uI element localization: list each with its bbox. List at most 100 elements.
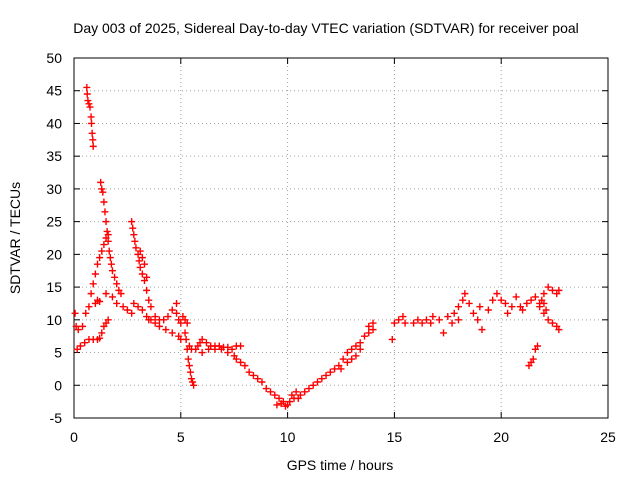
data-point <box>185 362 193 370</box>
data-point <box>100 241 108 249</box>
data-point <box>82 309 90 317</box>
data-point <box>305 385 313 393</box>
x-tick-label: 10 <box>280 429 296 445</box>
data-point <box>348 345 356 353</box>
data-point <box>129 224 137 232</box>
data-point <box>356 339 364 347</box>
data-point <box>93 260 101 268</box>
data-point <box>277 400 285 408</box>
data-point <box>245 368 253 376</box>
data-point <box>314 378 322 386</box>
y-tick-label: 50 <box>46 50 62 66</box>
data-point <box>271 391 279 399</box>
data-point <box>365 322 373 330</box>
y-tick-label: 0 <box>54 377 62 393</box>
data-point <box>369 319 377 327</box>
data-point <box>435 316 443 324</box>
data-point <box>79 322 87 330</box>
data-point <box>89 136 97 144</box>
x-tick-label: 20 <box>493 429 509 445</box>
data-point <box>130 231 138 239</box>
data-point <box>155 322 163 330</box>
data-point <box>542 306 550 314</box>
data-point <box>548 286 556 294</box>
data-point <box>523 299 531 307</box>
x-tick-label: 0 <box>70 429 78 445</box>
data-point <box>262 385 270 393</box>
data-point <box>113 280 121 288</box>
data-point <box>136 247 144 255</box>
data-point <box>73 345 81 353</box>
data-points <box>71 83 563 410</box>
data-point <box>147 303 155 311</box>
data-point <box>461 290 469 298</box>
x-tick-label: 25 <box>600 429 616 445</box>
data-point <box>130 299 138 307</box>
y-tick-label: 5 <box>54 345 62 361</box>
data-point <box>99 188 107 196</box>
data-point <box>168 306 176 314</box>
data-point <box>117 290 125 298</box>
data-point <box>444 313 452 321</box>
y-tick-label: 40 <box>46 115 62 131</box>
data-point <box>519 306 527 314</box>
data-point <box>531 293 539 301</box>
data-point <box>399 313 407 321</box>
data-point <box>128 218 136 226</box>
data-point <box>83 83 91 91</box>
data-point <box>318 375 326 383</box>
data-point <box>138 306 146 314</box>
data-point <box>414 316 422 324</box>
y-tick-label: 35 <box>46 148 62 164</box>
data-point <box>83 90 91 98</box>
data-point <box>352 342 360 350</box>
y-tick-label: 25 <box>46 214 62 230</box>
data-point <box>410 319 418 327</box>
data-point <box>81 339 89 347</box>
data-point <box>548 319 556 327</box>
data-point <box>296 391 304 399</box>
data-point <box>96 297 104 305</box>
data-point <box>501 299 509 307</box>
data-point <box>74 326 82 334</box>
y-tick-label: 20 <box>46 246 62 262</box>
chart-title: Day 003 of 2025, Sidereal Day-to-day VTE… <box>73 20 579 36</box>
data-point <box>337 365 345 373</box>
data-point <box>369 326 377 334</box>
data-point <box>102 290 110 298</box>
data-point <box>198 349 206 357</box>
data-point <box>123 306 131 314</box>
data-point <box>309 381 317 389</box>
data-point <box>476 303 484 311</box>
data-point <box>111 273 119 281</box>
data-point <box>343 358 351 366</box>
data-point <box>352 352 360 360</box>
data-point <box>448 319 456 327</box>
data-point <box>202 339 210 347</box>
data-point <box>484 306 492 314</box>
data-point <box>288 391 296 399</box>
data-point <box>88 119 96 127</box>
data-point <box>136 263 144 271</box>
data-point <box>177 319 185 327</box>
data-point <box>418 319 426 327</box>
data-point <box>237 342 245 350</box>
y-axis-label: SDTVAR / TECUs <box>7 182 23 294</box>
data-point <box>119 303 127 311</box>
data-point <box>164 313 172 321</box>
data-point <box>134 303 142 311</box>
data-point <box>91 270 99 278</box>
data-point <box>168 329 176 337</box>
data-point <box>76 342 84 350</box>
data-point <box>143 286 151 294</box>
data-point <box>429 313 437 321</box>
data-point <box>100 198 108 206</box>
data-point <box>322 371 330 379</box>
data-point <box>86 103 94 111</box>
data-point <box>138 270 146 278</box>
data-point <box>184 355 192 363</box>
data-point <box>326 368 334 376</box>
data-point <box>96 254 104 262</box>
data-point <box>173 309 181 317</box>
data-point <box>96 334 104 342</box>
